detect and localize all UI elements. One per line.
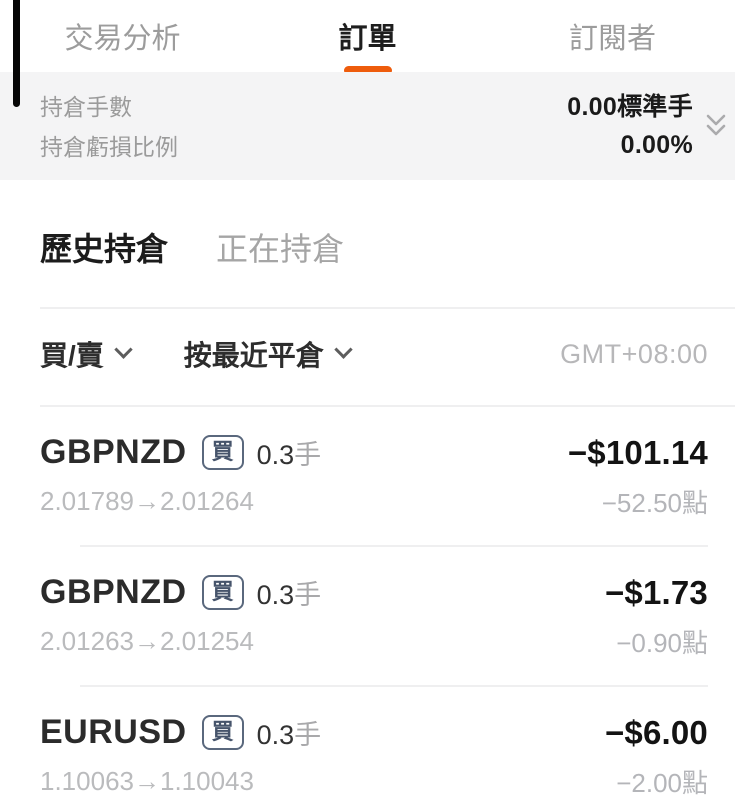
chevron-down-icon: [334, 339, 353, 359]
trade-pnl: −$6.00: [604, 713, 708, 751]
top-tab-bar: 交易分析 訂單 訂閱者: [0, 0, 735, 75]
lots-unit: 手: [294, 580, 322, 610]
tab-history-positions[interactable]: 歷史持倉: [40, 231, 169, 267]
trade-prices: 1.10063→1.10043: [40, 766, 254, 796]
trade-main-line: GBPNZD 買 0.3手 −$1.73: [40, 573, 708, 612]
summary-row-lots: 持倉手數 0.00標準手: [40, 85, 693, 125]
sort-filter-label: 按最近平倉: [183, 340, 324, 371]
summary-lots-label: 持倉手數: [40, 94, 132, 120]
trade-list-item[interactable]: GBPNZD 買 0.3手 −$1.73 2.01263→2.01254 −0.…: [0, 547, 735, 687]
filter-row: 買/賣 按最近平倉 GMT+08:00: [0, 309, 735, 374]
summary-lots-value: 0.00標準手: [567, 93, 693, 121]
lots-unit: 手: [294, 720, 322, 750]
trade-symbol: GBPNZD: [40, 573, 187, 611]
trade-list-item[interactable]: EURUSD 買 0.3手 −$6.00 1.10063→1.10043 −2.…: [0, 687, 735, 800]
trade-points: −52.50點: [601, 488, 708, 518]
position-summary-panel: 持倉手數 0.00標準手 持倉虧損比例 0.00%: [0, 72, 735, 180]
scrollbar-indicator: [13, 0, 20, 107]
tab-subscribers-label: 訂閱者: [568, 23, 656, 55]
tab-orders-label: 訂單: [338, 23, 397, 55]
trade-main-line: GBPNZD 買 0.3手 −$101.14: [40, 433, 708, 472]
trade-main-line: EURUSD 買 0.3手 −$6.00: [40, 713, 708, 752]
buy-side-badge: 買: [201, 434, 244, 471]
tab-subscribers[interactable]: 訂閱者: [490, 0, 735, 72]
positions-section-tabs: 歷史持倉 正在持倉: [0, 180, 735, 270]
buy-sell-filter-label: 買/賣: [40, 340, 104, 371]
filter-group: 買/賣 按最近平倉: [40, 334, 353, 374]
divider: [80, 685, 708, 687]
active-tab-underline: [343, 66, 392, 75]
trade-sub-line: 2.01789→2.01264 −52.50點: [40, 483, 708, 520]
trade-lots: 0.3手: [256, 720, 322, 750]
lots-unit: 手: [294, 440, 322, 470]
summary-expand-button[interactable]: [704, 111, 728, 141]
tab-orders[interactable]: 訂單: [245, 0, 490, 75]
divider: [40, 307, 735, 309]
sort-filter-dropdown[interactable]: 按最近平倉: [183, 334, 353, 374]
trade-points: −0.90點: [616, 628, 708, 658]
divider: [40, 405, 735, 407]
trade-pnl: −$1.73: [604, 573, 708, 611]
buy-side-badge: 買: [201, 574, 244, 611]
chevron-down-icon: [114, 339, 133, 359]
tab-current-positions[interactable]: 正在持倉: [216, 231, 345, 267]
trade-prices: 2.01263→2.01254: [40, 626, 254, 656]
trade-list-item[interactable]: GBPNZD 買 0.3手 −$101.14 2.01789→2.01264 −…: [0, 407, 735, 547]
summary-loss-ratio-label: 持倉虧損比例: [40, 134, 178, 160]
trade-prices: 2.01789→2.01264: [40, 486, 254, 516]
trade-lots: 0.3手: [256, 440, 322, 470]
tab-trade-analysis-label: 交易分析: [64, 23, 181, 55]
trade-lots: 0.3手: [256, 580, 322, 610]
timezone-label: GMT+08:00: [560, 338, 708, 369]
summary-loss-ratio-value: 0.00%: [620, 130, 693, 159]
double-chevron-down-icon: [706, 114, 726, 136]
summary-row-loss-ratio: 持倉虧損比例 0.00%: [40, 125, 693, 165]
trade-pnl: −$101.14: [567, 433, 708, 471]
buy-side-badge: 買: [201, 714, 244, 751]
trade-symbol: GBPNZD: [40, 433, 187, 471]
divider: [80, 545, 708, 547]
trade-sub-line: 2.01263→2.01254 −0.90點: [40, 623, 708, 660]
trade-symbol: EURUSD: [40, 713, 187, 751]
tab-trade-analysis[interactable]: 交易分析: [0, 0, 245, 72]
buy-sell-filter-dropdown[interactable]: 買/賣: [40, 334, 133, 374]
